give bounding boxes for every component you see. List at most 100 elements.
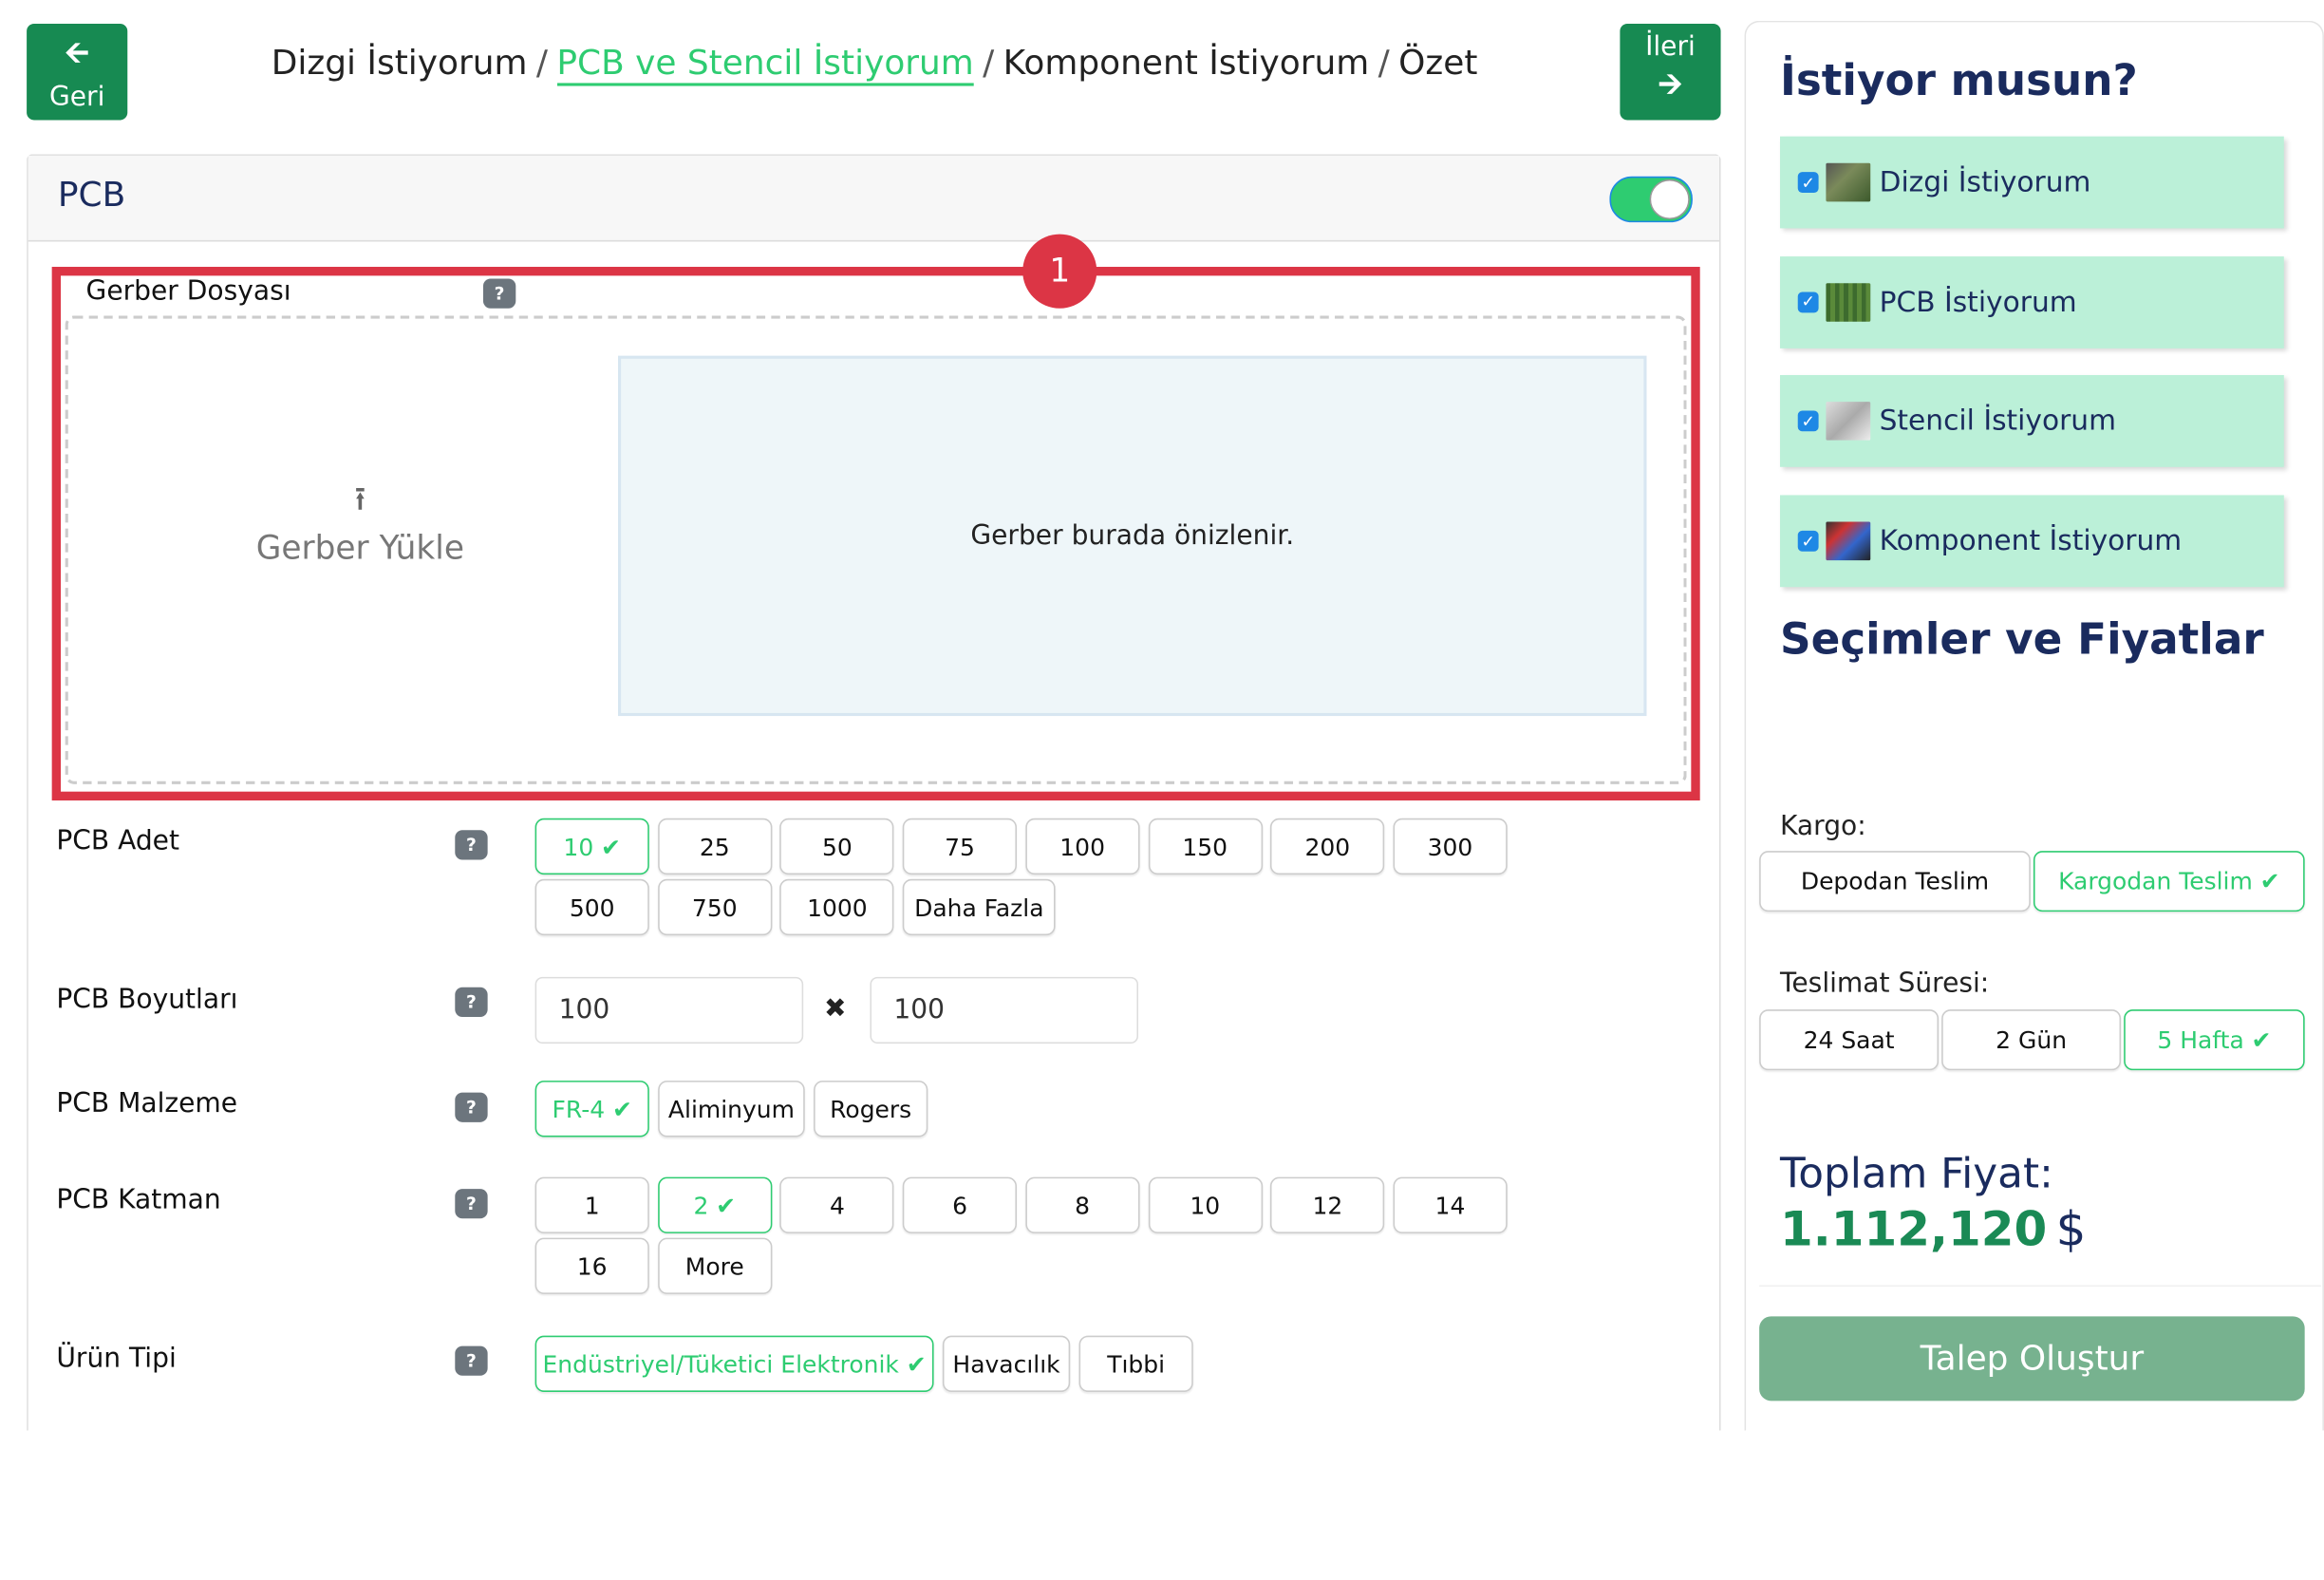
total-price: 1.112,120 $ [1780, 1201, 2086, 1257]
check-icon: ✔ [716, 1191, 737, 1220]
checkbox[interactable]: ✓ [1797, 411, 1819, 432]
crumb-dizgi[interactable]: Dizgi İstiyorum [271, 44, 528, 84]
want-item-label: Stencil İstiyorum [1879, 404, 2117, 439]
pcb-katman-label: PCB Katman [56, 1184, 221, 1216]
check-icon: ✔ [906, 1349, 927, 1379]
checkbox[interactable]: ✓ [1797, 172, 1819, 193]
pcb-adet-option[interactable]: 500 [534, 878, 649, 936]
teslimat-option[interactable]: 5 Hafta ✔ [2124, 1009, 2305, 1071]
option-label: 500 [569, 893, 615, 922]
pcb-katman-option[interactable]: 2 ✔ [657, 1176, 772, 1233]
pcb-katman-option[interactable]: 10 [1148, 1176, 1263, 1233]
option-label: 6 [952, 1191, 967, 1220]
check-icon: ✔ [611, 1094, 632, 1123]
help-icon[interactable]: ? [455, 830, 488, 860]
pcb-adet-option[interactable]: 50 [779, 818, 895, 875]
teslimat-option[interactable]: 2 Gün [1941, 1009, 2122, 1071]
crumb-pcb-stencil[interactable]: PCB ve Stencil İstiyorum [556, 44, 974, 86]
help-icon[interactable]: ? [455, 1345, 488, 1376]
option-label: FR-4 [552, 1094, 606, 1123]
pcb-adet-option[interactable]: 200 [1270, 818, 1385, 875]
pcb-katman-option[interactable]: 12 [1270, 1176, 1385, 1233]
option-label: 100 [1059, 832, 1105, 861]
teslimat-option[interactable]: 24 Saat [1759, 1009, 1940, 1071]
back-button[interactable]: 🡨 Geri [27, 23, 128, 121]
help-icon[interactable]: ? [455, 1189, 488, 1219]
pcb-katman-option[interactable]: 4 [779, 1176, 895, 1233]
pcb-adet-option[interactable]: 300 [1393, 818, 1508, 875]
urun-tipi-option[interactable]: Tıbbi [1078, 1335, 1193, 1392]
option-label: 24 Saat [1803, 1025, 1895, 1055]
want-item[interactable]: ✓ Stencil İstiyorum [1780, 375, 2284, 468]
pcb-katman-option[interactable]: 16 [534, 1237, 649, 1294]
gerber-preview: Gerber burada önizlenir. [618, 355, 1647, 717]
pcb-adet-option[interactable]: 150 [1148, 818, 1263, 875]
option-label: Daha Fazla [914, 893, 1044, 922]
divider [1759, 1285, 2321, 1288]
pcb-height-input[interactable] [870, 976, 1139, 1044]
pcb-adet-option[interactable]: 25 [657, 818, 772, 875]
option-label: 200 [1304, 832, 1351, 861]
times-icon: ✖ [824, 993, 847, 1025]
want-item[interactable]: ✓ Komponent İstiyorum [1780, 495, 2284, 588]
thumbnail-image [1826, 521, 1871, 561]
gerber-dropzone[interactable] [65, 315, 1687, 784]
option-label: 2 Gün [1996, 1025, 2068, 1055]
upload-icon: ⭱ [354, 481, 366, 519]
pcb-adet-option[interactable]: 75 [902, 818, 1018, 875]
create-request-button[interactable]: Talep Oluştur [1759, 1316, 2305, 1401]
preview-text: Gerber burada önizlenir. [970, 519, 1295, 552]
pcb-malzeme-label: PCB Malzeme [56, 1087, 238, 1119]
option-label: 4 [829, 1191, 845, 1220]
pcb-malzeme-option[interactable]: FR-4 ✔ [534, 1081, 649, 1138]
pcb-katman-option[interactable]: 14 [1393, 1176, 1508, 1233]
help-icon[interactable]: ? [455, 1092, 488, 1122]
kargo-option[interactable]: Kargodan Teslim ✔ [2033, 851, 2305, 912]
pcb-adet-option[interactable]: 750 [657, 878, 772, 936]
option-label: 1000 [807, 893, 868, 922]
option-label: More [684, 1251, 744, 1281]
upload-label: Gerber Yükle [255, 530, 464, 568]
crumb-komponent[interactable]: Komponent İstiyorum [1003, 44, 1370, 84]
pcb-malzeme-option[interactable]: Rogers [814, 1081, 928, 1138]
option-label: 75 [945, 832, 975, 861]
pcb-adet-option[interactable]: 100 [1025, 818, 1140, 875]
back-label: Geri [48, 81, 105, 113]
check-icon: ✔ [2251, 1025, 2272, 1055]
urun-tipi-option[interactable]: Havacılık [942, 1335, 1071, 1392]
pcb-adet-label: PCB Adet [56, 825, 180, 857]
kargo-option[interactable]: Depodan Teslim [1759, 851, 2031, 912]
checkbox[interactable]: ✓ [1797, 292, 1819, 312]
pcb-toggle[interactable] [1609, 176, 1693, 223]
pcb-katman-option[interactable]: 6 [902, 1176, 1018, 1233]
option-label: 8 [1075, 1191, 1091, 1220]
pcb-adet-option[interactable]: 1000 [779, 878, 895, 936]
option-label: 150 [1182, 832, 1228, 861]
want-item[interactable]: ✓ Dizgi İstiyorum [1780, 136, 2284, 229]
pcb-boyutlar-label: PCB Boyutları [56, 984, 238, 1016]
option-label: 16 [576, 1251, 608, 1281]
help-icon[interactable]: ? [482, 278, 516, 309]
want-item[interactable]: ✓ PCB İstiyorum [1780, 255, 2284, 348]
pcb-adet-option[interactable]: Daha Fazla [902, 878, 1056, 936]
help-icon[interactable]: ? [455, 987, 488, 1017]
pcb-malzeme-option[interactable]: Aliminyum [658, 1081, 805, 1138]
arrow-right-icon: 🡪 [1658, 65, 1683, 102]
pcb-katman-option[interactable]: More [657, 1237, 772, 1294]
sidebar-title: İstiyor musun? [1780, 54, 2138, 105]
option-label: 2 [693, 1191, 709, 1220]
want-item-label: Dizgi İstiyorum [1879, 165, 2091, 199]
option-label: 10 [563, 832, 594, 861]
pcb-width-input[interactable] [534, 976, 804, 1044]
pcb-katman-option[interactable]: 1 [534, 1176, 649, 1233]
crumb-ozet[interactable]: Özet [1398, 44, 1478, 84]
option-label: 50 [822, 832, 853, 861]
option-label: Rogers [830, 1094, 912, 1123]
pcb-adet-option[interactable]: 10 ✔ [534, 818, 649, 875]
annotation-highlight-box [51, 267, 1700, 801]
pcb-katman-option[interactable]: 8 [1025, 1176, 1140, 1233]
next-button[interactable]: İleri 🡪 [1620, 23, 1721, 121]
gerber-upload-button[interactable]: ⭱ Gerber Yükle [208, 475, 514, 568]
urun-tipi-option[interactable]: Endüstriyel/Tüketici Elektronik ✔ [534, 1335, 934, 1392]
checkbox[interactable]: ✓ [1797, 531, 1819, 552]
